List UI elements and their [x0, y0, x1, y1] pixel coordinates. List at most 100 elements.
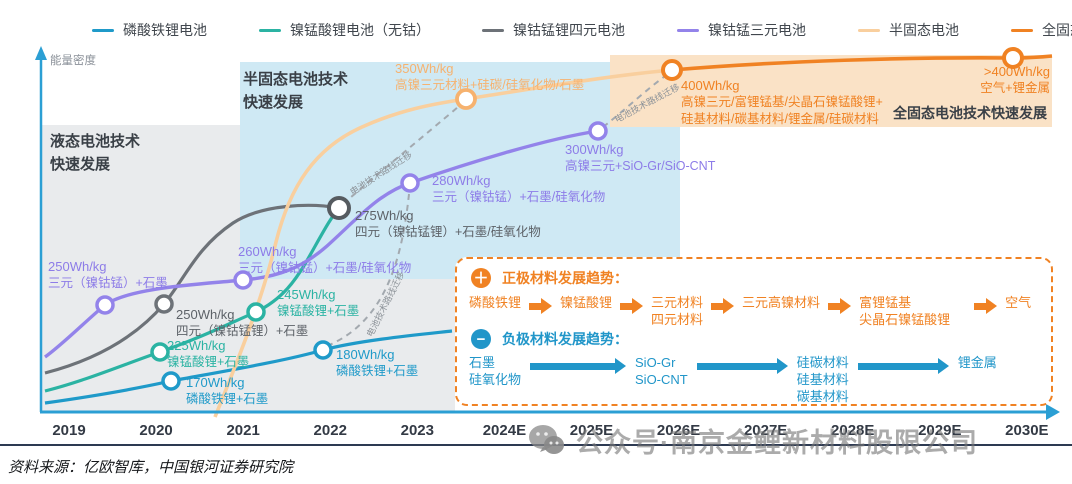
- migration-dash-lfp-to-ternary: [326, 193, 410, 347]
- y-axis-title: 能量密度: [50, 55, 96, 67]
- anode-item: 石墨 硅氧化物: [469, 355, 522, 387]
- arrow-right-icon: [857, 358, 949, 374]
- watermark: 公众号·南京金鲤新材料股限公司: [528, 421, 978, 460]
- legend-item-lnmo: 镍锰酸锂电池（无钴）: [259, 20, 430, 40]
- x-tick: 2029E: [918, 422, 962, 439]
- anode-item: SiO-Gr SiO-CNT: [635, 355, 688, 387]
- migration-dash-quaternary-to-semisolid: [342, 106, 459, 205]
- watermark-text: 公众号·南京金鲤新材料股限公司: [576, 428, 978, 458]
- annotation-ternary-300: 300Wh/kg 高镍三元+SiO-Gr/SiO-CNT: [565, 142, 716, 174]
- arrow-right-icon: [974, 298, 998, 314]
- x-tick: 2023: [400, 422, 434, 439]
- anode-trend-title: 负极材料发展趋势：: [502, 331, 628, 347]
- legend-label: 全固态电池: [1042, 22, 1072, 38]
- plus-icon: ＋: [471, 268, 491, 288]
- annotation-allsolid-400: 400Wh/kg 高镍三元/富锂锰基/尖晶石镍锰酸锂+ 硅基材料/碳基材料/锂金属/…: [681, 78, 883, 126]
- region-title-liquid: 液态电池技术 快速发展: [50, 133, 141, 173]
- x-tick: 2028E: [831, 422, 875, 439]
- marker-ternary-280: [400, 173, 420, 193]
- annotation-lfp-180: 180Wh/kg 磷酸铁锂+石墨: [336, 347, 419, 379]
- x-tick: 2026E: [656, 422, 701, 439]
- legend-item-semisolid: 半固态电池: [858, 20, 959, 40]
- arrow-right-icon: [828, 298, 852, 314]
- arrow-right-icon: [711, 298, 735, 314]
- cathode-item: 磷酸铁锂: [469, 295, 522, 310]
- arrow-right-icon: [530, 358, 627, 374]
- cathode-trend-title: 正极材料发展趋势：: [502, 270, 628, 286]
- region-title-allsolid: 全固态电池技术快速发展: [893, 105, 1047, 121]
- line-lnmo: [44, 207, 341, 393]
- marker-ternary-250: [95, 295, 115, 315]
- minus-icon: −: [471, 329, 491, 349]
- x-tick: 2021: [226, 422, 260, 439]
- marker-quaternary-275: [327, 196, 351, 220]
- arrow-right-icon: [696, 358, 788, 374]
- semisolid-line-swatch-icon: [858, 28, 880, 32]
- cathode-item: 富锂锰基 尖晶石镍锰酸锂: [859, 295, 951, 327]
- line-allsolid: [671, 54, 1053, 72]
- annotation-lnmo-245: 245Wh/kg 镍锰酸锂+石墨: [277, 287, 360, 319]
- marker-lfp-170: [161, 371, 181, 391]
- cathode-trend-row: 磷酸铁锂 镍锰酸锂 三元材料 四元材料 三元高镍材料 富锂锰基 尖晶石镍锰酸锂 空气: [469, 295, 1031, 329]
- anode-trend-header: − 负极材料发展趋势：: [471, 329, 628, 349]
- legend-label: 镍钴锰锂四元电池: [513, 22, 625, 38]
- marker-ternary-260: [233, 270, 253, 290]
- quaternary-line-swatch-icon: [482, 28, 504, 32]
- y-axis-arrow-icon: [35, 46, 47, 60]
- marker-allsolid-400: [661, 59, 683, 81]
- legend-label: 半固态电池: [889, 22, 959, 38]
- marker-ternary-300: [588, 121, 608, 141]
- annotation-lfp-170: 170Wh/kg 磷酸铁锂+石墨: [186, 375, 269, 407]
- cathode-item: 镍锰酸锂: [560, 295, 613, 310]
- annotation-semisolid-350: 350Wh/kg 高镍三元材料+硅碳/硅氧化物/石墨: [395, 61, 585, 93]
- x-tick: 2025E: [569, 422, 614, 439]
- chart-legend: 磷酸铁锂电池 镍锰酸锂电池（无钴） 镍钴锰锂四元电池 镍钴锰三元电池 半固态电池…: [92, 20, 1072, 40]
- legend-item-ternary: 镍钴锰三元电池: [677, 20, 806, 40]
- anode-item: 硅碳材料 硅基材料 碳基材料: [796, 355, 849, 404]
- arrow-right-icon: [529, 298, 553, 314]
- annotation-lnmo-225: 225Wh/kg 镍锰酸锂+石墨: [167, 338, 250, 370]
- annotation-allsolid-400plus: >400Wh/kg 空气+锂金属: [980, 64, 1050, 96]
- legend-item-lfp: 磷酸铁锂电池: [92, 20, 207, 40]
- anode-item: 锂金属: [957, 355, 997, 370]
- source-note: 资料来源：亿欧智库，中国银河证券研究院: [8, 460, 294, 476]
- cathode-item: 空气: [1005, 295, 1032, 310]
- legend-item-quaternary: 镍钴锰锂四元电池: [482, 20, 625, 40]
- legend-item-allsolid: 全固态电池: [1011, 20, 1072, 40]
- marker-quaternary-250: [154, 294, 174, 314]
- annotation-ternary-260: 260Wh/kg 三元（镍钴锰）+石墨/硅氧化物: [238, 244, 412, 276]
- arrow-right-icon: [620, 298, 644, 314]
- region-title-semisolid: 半固态电池技术 快速发展: [243, 71, 349, 111]
- cathode-item: 三元材料 四元材料: [651, 295, 704, 327]
- x-tick: 2027E: [743, 422, 788, 439]
- legend-label: 磷酸铁锂电池: [123, 22, 207, 38]
- marker-lnmo-225: [150, 342, 170, 362]
- annotation-ternary-280: 280Wh/kg 三元（镍钴锰）+石墨/硅氧化物: [432, 173, 606, 205]
- x-tick: 2020: [139, 422, 173, 439]
- allsolid-line-swatch-icon: [1011, 28, 1033, 32]
- x-axis-arrow-icon: [1046, 404, 1060, 420]
- cathode-trend-header: ＋ 正极材料发展趋势：: [471, 268, 628, 288]
- wechat-icon: [529, 424, 564, 454]
- ternary-line-swatch-icon: [677, 28, 699, 32]
- annotation-quaternary-250: 250Wh/kg 四元（镍钴锰锂）+石墨: [176, 307, 309, 339]
- line-quaternary: [44, 203, 339, 375]
- x-tick: 2030E: [1005, 422, 1049, 439]
- anode-trend-row: 石墨 硅氧化物 SiO-Gr SiO-CNT 硅碳材料 硅基材料 碳基材料 锂金属: [469, 355, 997, 406]
- annotation-ternary-250: 250Wh/kg 三元（镍钴锰）+石墨: [48, 259, 168, 291]
- line-semisolid: [213, 68, 673, 418]
- region-allsolid: [610, 55, 1052, 127]
- lnmo-line-swatch-icon: [259, 28, 281, 32]
- legend-label: 镍锰酸锂电池（无钴）: [290, 22, 430, 38]
- x-tick: 2024E: [482, 422, 527, 439]
- marker-lfp-180: [313, 340, 333, 360]
- legend-label: 镍钴锰三元电池: [708, 22, 806, 38]
- line-lfp: [44, 329, 453, 405]
- marker-allsolid-400plus: [1002, 47, 1024, 69]
- marker-semisolid-350: [455, 88, 477, 110]
- annotation-quaternary-275: 275Wh/kg 四元（镍钴锰锂）+石墨/硅氧化物: [355, 208, 541, 240]
- x-tick: 2019: [52, 422, 86, 439]
- x-tick: 2022: [313, 422, 347, 439]
